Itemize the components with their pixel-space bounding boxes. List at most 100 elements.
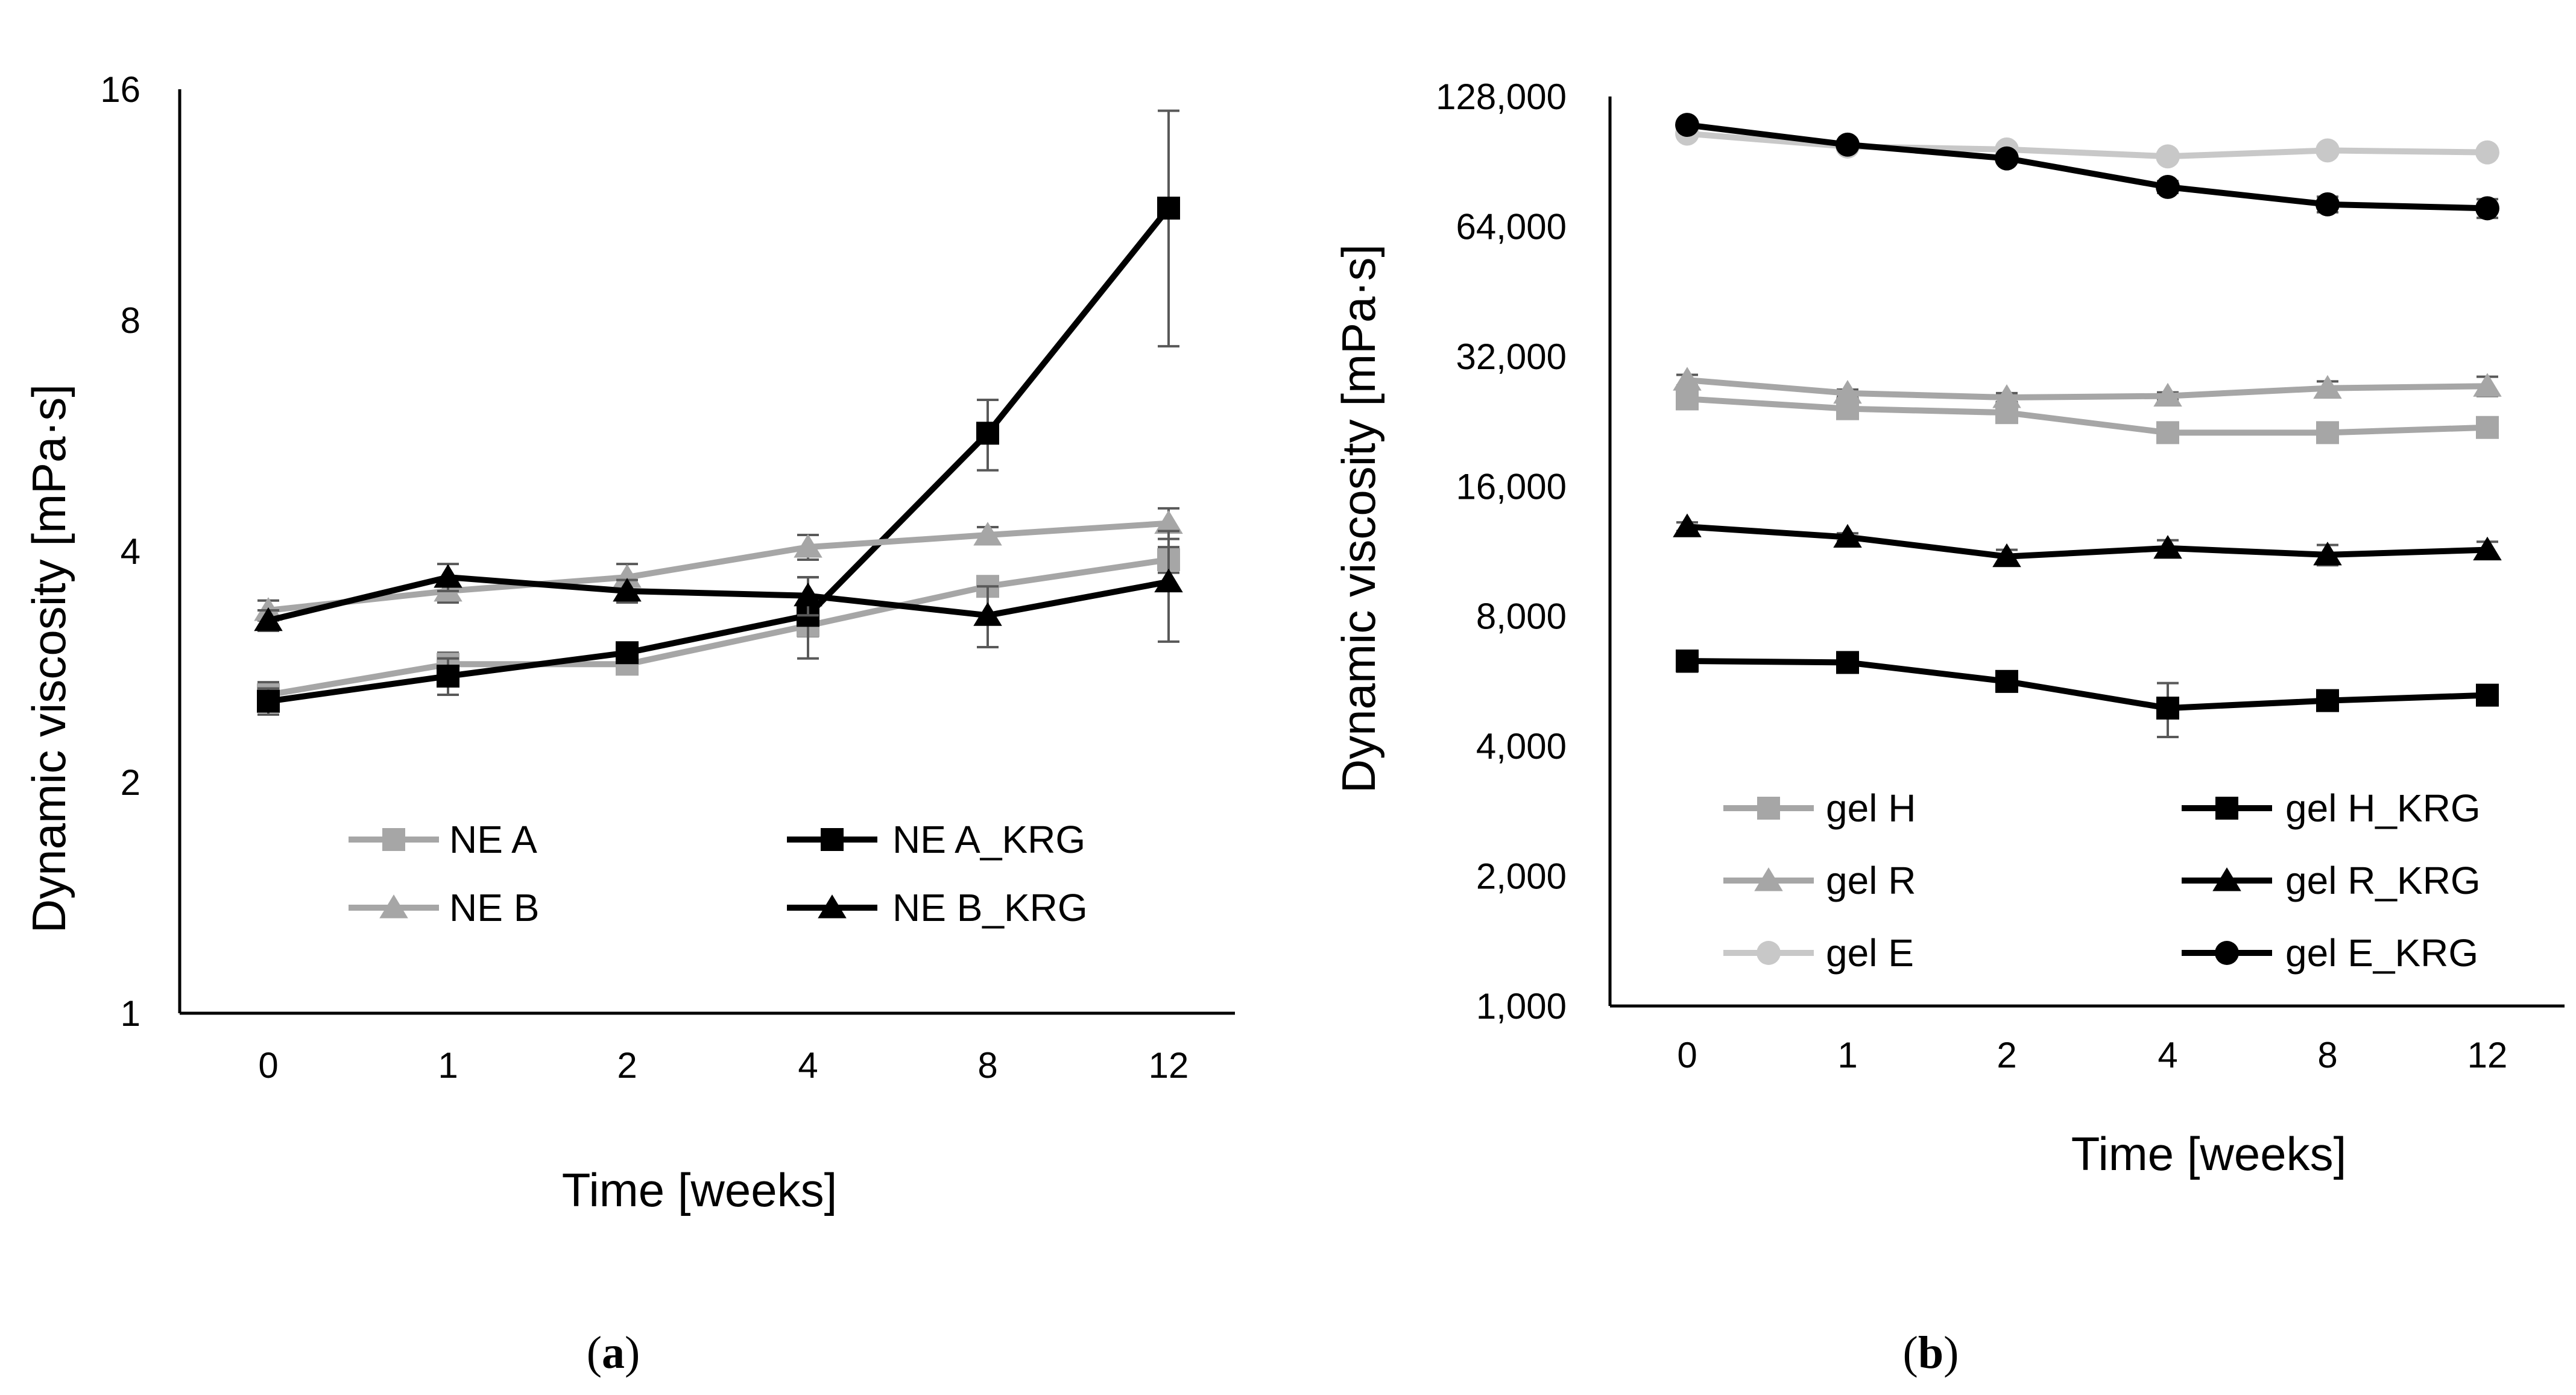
- data-point: [1673, 367, 1702, 391]
- panel-a-xlabel: Time [weeks]: [562, 1163, 838, 1216]
- legend-label: NE B_KRG: [892, 886, 1088, 929]
- legend-label: gel E: [1826, 931, 1914, 975]
- data-point: [1992, 543, 2021, 568]
- legend-item: NE A: [349, 818, 537, 861]
- data-point: [973, 522, 1002, 546]
- legend-item: gel E: [1723, 931, 1914, 975]
- panel-b-series-4: [1675, 121, 2499, 169]
- panel-b-ytick-label: 16,000: [1456, 466, 1567, 507]
- data-point: [1836, 651, 1859, 674]
- data-point: [1675, 113, 1699, 138]
- legend-marker: [1757, 797, 1780, 820]
- data-point: [1154, 510, 1183, 534]
- legend-label: gel E_KRG: [2285, 931, 2478, 975]
- panel-a-xtick-label: 2: [617, 1045, 637, 1086]
- data-point: [2475, 140, 2499, 165]
- data-point: [2313, 375, 2342, 399]
- panel-b-letter: b: [1918, 1327, 1943, 1378]
- panel-a-xtick-label: 12: [1149, 1045, 1189, 1086]
- panel-b-ytick-label: 4,000: [1476, 726, 1567, 767]
- data-point: [2156, 421, 2179, 444]
- panel-b-series-3: [1673, 513, 2502, 568]
- data-point: [437, 665, 459, 688]
- panel-a-ytick-label: 1: [121, 993, 140, 1034]
- panel-b-ytick-label: 64,000: [1456, 206, 1567, 247]
- panel-b-xtick-label: 2: [1997, 1035, 2016, 1075]
- series-line: [267, 574, 1169, 624]
- series-line: [1687, 377, 2488, 400]
- legend-label: gel H_KRG: [2285, 786, 2481, 830]
- data-point: [2316, 689, 2339, 712]
- data-point: [613, 564, 642, 588]
- panel-b-xtick-label: 12: [2467, 1035, 2508, 1075]
- series-line: [1687, 396, 2488, 436]
- panel-a-ytick-label: 16: [100, 69, 140, 110]
- data-point: [1833, 524, 1862, 548]
- data-point: [616, 641, 639, 665]
- legend-item: NE A_KRG: [787, 818, 1085, 861]
- data-point: [2156, 144, 2180, 169]
- panel-a-xtick-label: 4: [798, 1045, 818, 1086]
- data-point: [1995, 146, 2019, 171]
- panel-b-xtick-label: 0: [1677, 1035, 1697, 1075]
- data-point: [1157, 197, 1180, 220]
- legend-item: NE B_KRG: [787, 886, 1088, 929]
- legend-marker: [2212, 867, 2241, 891]
- panel-b-ylabel: Dynamic viscosity [mPa·s]: [1332, 244, 1385, 793]
- legend-marker: [382, 828, 405, 851]
- data-point: [794, 534, 822, 558]
- series-line: [1687, 524, 2488, 560]
- panel-a-legend: NE A NE A_KRG NE B NE B_KRG: [349, 818, 1088, 929]
- data-point: [2156, 175, 2180, 199]
- panel-a-xtick-label: 8: [977, 1045, 997, 1086]
- data-point: [1836, 132, 1860, 157]
- data-point: [1154, 568, 1183, 593]
- data-point: [613, 578, 642, 602]
- panel-b-xtick-label: 1: [1837, 1035, 1857, 1075]
- panel-a-xtick-label: 0: [258, 1045, 278, 1086]
- data-point: [1833, 379, 1862, 404]
- series-line: [1687, 122, 2488, 212]
- data-point: [2475, 196, 2499, 221]
- panel-b-xtick-label: 8: [2317, 1035, 2337, 1075]
- data-point: [2153, 382, 2182, 407]
- series-line: [1687, 130, 2488, 160]
- data-point: [973, 602, 1002, 626]
- legend-marker: [821, 828, 844, 851]
- series-line: [268, 206, 1171, 704]
- panel-b-ytick-label: 1,000: [1476, 986, 1567, 1026]
- chart-panel-b: Time [weeks] Dynamic viscosity [mPa·s] (…: [1332, 77, 2565, 1378]
- legend-marker: [818, 894, 847, 919]
- data-point: [2316, 192, 2340, 217]
- data-point: [2156, 697, 2179, 720]
- panel-a-series-1: [257, 109, 1180, 716]
- data-point: [976, 422, 999, 445]
- legend-item: gel R_KRG: [2182, 859, 2481, 902]
- legend-marker: [2215, 797, 2238, 820]
- series-line: [1687, 657, 2488, 712]
- data-point: [794, 582, 822, 607]
- data-point: [1995, 669, 2018, 693]
- legend-label: gel R: [1826, 859, 1916, 902]
- panel-b-series-1: [1676, 649, 2499, 738]
- panel-a-ylabel: Dynamic viscosity [mPa·s]: [22, 384, 75, 933]
- panel-a-ytick-label: 8: [121, 300, 140, 341]
- panel-b-ytick-label: 32,000: [1456, 337, 1567, 377]
- panel-a-letter: a: [602, 1327, 625, 1378]
- chart-panel-a: Time [weeks] Dynamic viscosity [mPa·s] (…: [22, 69, 1235, 1378]
- data-point: [2473, 536, 2502, 561]
- legend-marker: [1757, 941, 1781, 965]
- legend-item: gel H_KRG: [2182, 786, 2481, 830]
- data-point: [2313, 542, 2342, 566]
- legend-label: NE A_KRG: [892, 818, 1085, 861]
- legend-marker: [2215, 941, 2239, 965]
- legend-item: gel H: [1723, 786, 1916, 830]
- panel-a-ytick-label: 2: [121, 762, 140, 803]
- legend-label: NE B: [449, 886, 539, 929]
- series-line: [268, 557, 1169, 698]
- legend-item: gel R: [1723, 859, 1916, 902]
- legend-label: gel R_KRG: [2285, 859, 2481, 902]
- panel-b-series-2: [1673, 367, 2502, 408]
- legend-label: NE A: [449, 818, 537, 861]
